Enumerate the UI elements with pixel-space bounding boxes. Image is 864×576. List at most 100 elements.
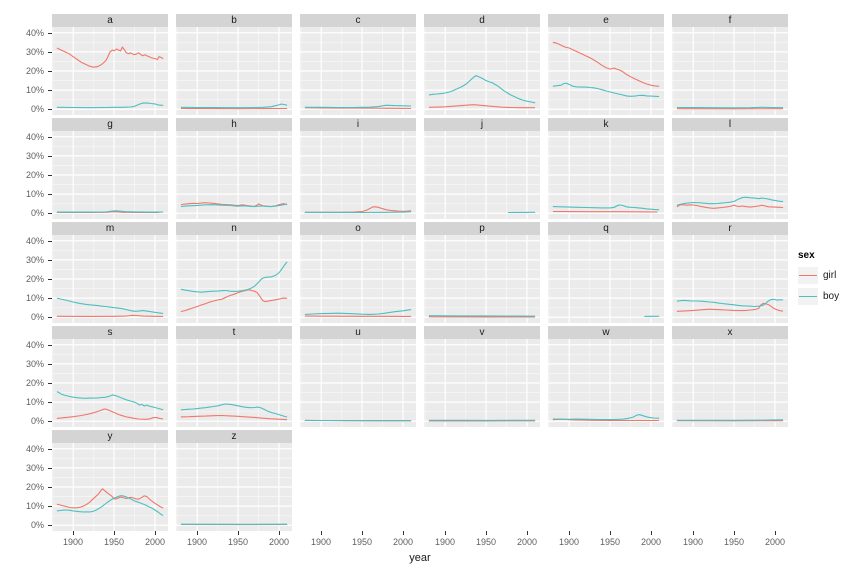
x-tick-mark	[651, 531, 652, 535]
facet-strip-c: c	[300, 14, 416, 27]
facet-panel-y	[52, 443, 168, 531]
facet-m: m	[52, 222, 168, 323]
x-tick-label: 1900	[186, 537, 208, 547]
x-tick-label: 2000	[764, 537, 786, 547]
facet-panel-m	[52, 235, 168, 323]
facet-panel-o	[300, 235, 416, 323]
facet-panel-g	[52, 131, 168, 219]
y-tick-mark	[48, 383, 52, 384]
y-tick-label: 30%	[25, 151, 44, 161]
legend-title: sex	[798, 250, 815, 261]
facet-strip-p: p	[424, 222, 540, 235]
series-line-boy-w	[552, 414, 660, 421]
facet-s: s	[52, 326, 168, 427]
y-tick-label: 30%	[25, 463, 44, 473]
facet-a: a	[52, 14, 168, 115]
series-line-boy-r	[676, 298, 784, 308]
facet-panel-c	[300, 27, 416, 115]
facet-strip-m: m	[52, 222, 168, 235]
facet-b: b	[176, 14, 292, 115]
series-line-boy-o	[304, 309, 412, 315]
series-line-girl-d	[428, 104, 536, 109]
x-tick-mark	[73, 531, 74, 535]
facet-panel-b	[176, 27, 292, 115]
legend-item-boy: boy	[798, 288, 862, 305]
x-tick-label: 1900	[558, 537, 580, 547]
y-tick-mark	[48, 279, 52, 280]
series-line-girl-s	[56, 408, 164, 420]
x-tick-mark	[693, 531, 694, 535]
facet-r: r	[672, 222, 788, 323]
y-tick-mark	[48, 241, 52, 242]
y-tick-mark	[48, 52, 52, 53]
y-tick-label: 20%	[25, 482, 44, 492]
x-tick-mark	[403, 531, 404, 535]
x-tick-label: 1950	[227, 537, 249, 547]
facet-o: o	[300, 222, 416, 323]
x-tick-label: 2000	[516, 537, 538, 547]
y-tick-label: 40%	[25, 340, 44, 350]
facet-strip-d: d	[424, 14, 540, 27]
series-line-girl-t	[180, 414, 288, 421]
x-axis-title: year	[409, 552, 431, 564]
y-tick-label: 30%	[25, 47, 44, 57]
series-line-boy-f	[676, 106, 784, 109]
x-tick-mark	[734, 531, 735, 535]
facet-panel-d	[424, 27, 540, 115]
series-line-girl-r	[676, 302, 784, 312]
facet-strip-b: b	[176, 14, 292, 27]
y-tick-mark	[48, 156, 52, 157]
series-line-boy-i	[304, 211, 412, 214]
y-tick-mark	[48, 71, 52, 72]
x-tick-mark	[486, 531, 487, 535]
y-tick-mark	[48, 33, 52, 34]
y-tick-label: 20%	[25, 170, 44, 180]
y-tick-label: 40%	[25, 28, 44, 38]
facet-l: l	[672, 118, 788, 219]
y-tick-mark	[48, 194, 52, 195]
facet-strip-z: z	[176, 430, 292, 443]
series-line-boy-k	[552, 204, 660, 211]
x-tick-label: 1950	[723, 537, 745, 547]
legend-key-girl-icon	[798, 267, 818, 284]
facet-panel-f	[672, 27, 788, 115]
x-tick-label: 1900	[434, 537, 456, 547]
y-tick-label: 0%	[30, 208, 44, 218]
facet-panel-u	[300, 339, 416, 427]
series-line-boy-b	[180, 103, 288, 109]
y-tick-label: 0%	[30, 312, 44, 322]
y-tick-label: 10%	[25, 189, 44, 199]
facet-q: q	[548, 222, 664, 323]
y-tick-mark	[48, 449, 52, 450]
x-tick-mark	[279, 531, 280, 535]
x-tick-mark	[238, 531, 239, 535]
series-line-boy-s	[56, 391, 164, 411]
y-tick-mark	[48, 317, 52, 318]
facet-strip-i: i	[300, 118, 416, 131]
facet-panel-q	[548, 235, 664, 323]
y-tick-label: 10%	[25, 85, 44, 95]
x-tick-mark	[445, 531, 446, 535]
facet-panel-z	[176, 443, 292, 531]
x-tick-label: 1900	[62, 537, 84, 547]
facet-panel-e	[548, 27, 664, 115]
y-tick-mark	[48, 421, 52, 422]
facet-c: c	[300, 14, 416, 115]
series-line-boy-t	[180, 403, 288, 418]
x-tick-mark	[569, 531, 570, 535]
y-tick-mark	[48, 525, 52, 526]
facet-strip-s: s	[52, 326, 168, 339]
series-line-boy-n	[180, 261, 288, 293]
facet-panel-h	[176, 131, 292, 219]
x-tick-label: 2000	[144, 537, 166, 547]
y-tick-mark	[48, 402, 52, 403]
x-tick-label: 1950	[351, 537, 373, 547]
x-tick-mark	[362, 531, 363, 535]
facet-p: p	[424, 222, 540, 323]
y-tick-mark	[48, 468, 52, 469]
facet-n: n	[176, 222, 292, 323]
facet-panel-a	[52, 27, 168, 115]
series-line-boy-h	[180, 203, 288, 208]
facet-panel-n	[176, 235, 292, 323]
